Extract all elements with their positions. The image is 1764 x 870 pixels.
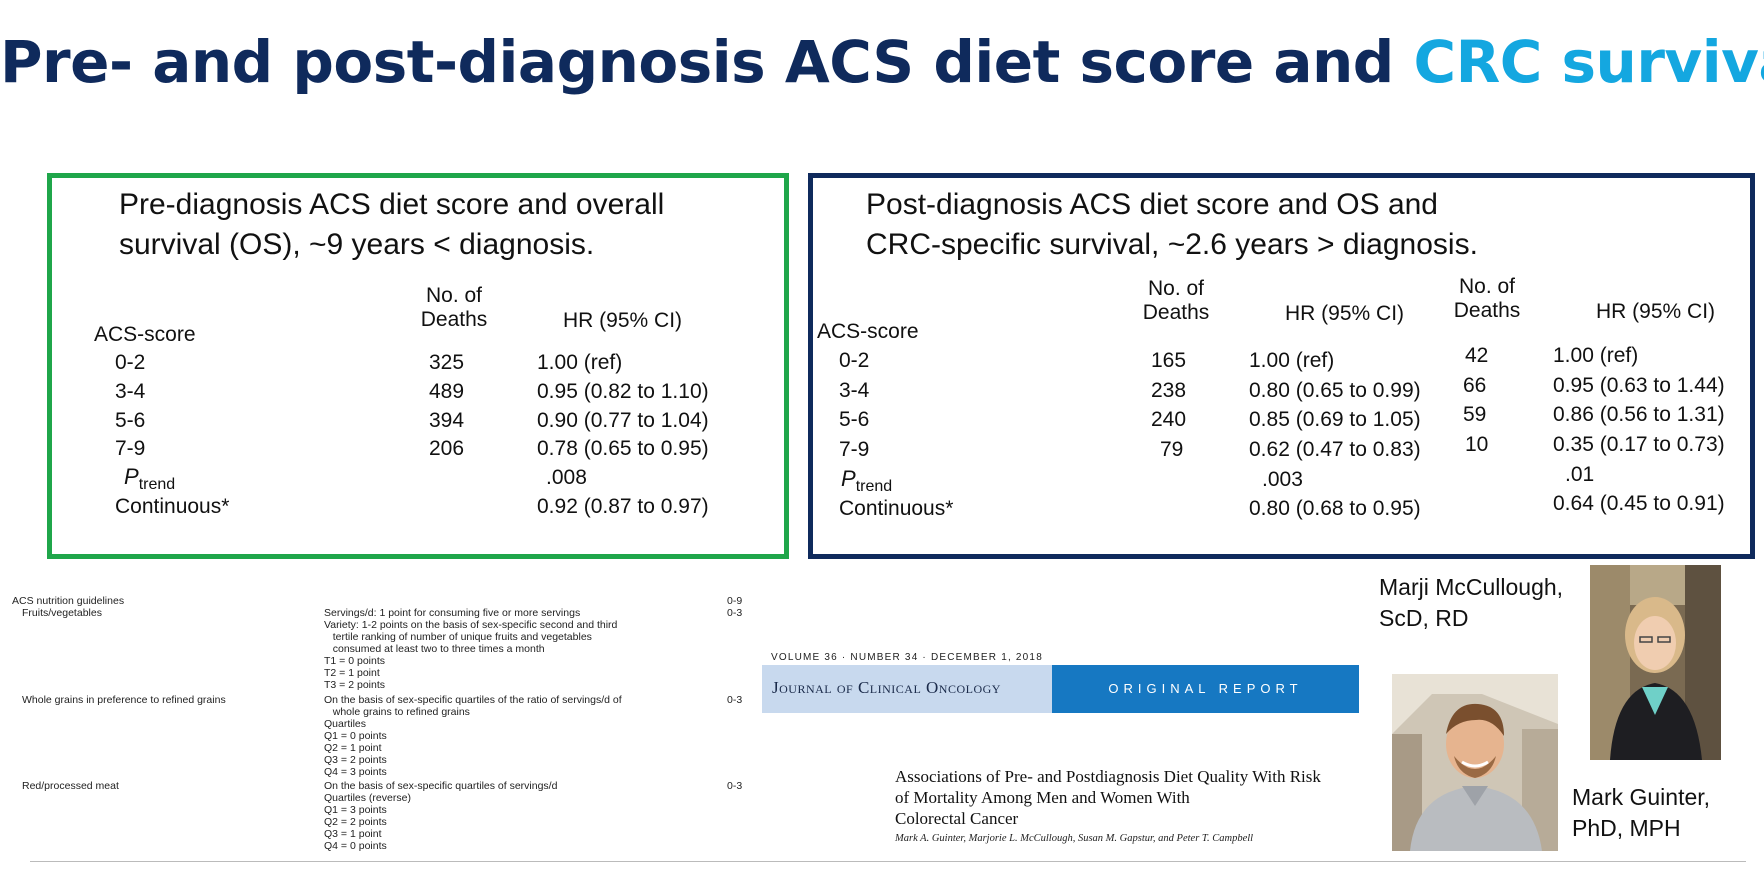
post-ptrend-os: .003 [1262,468,1303,491]
mccullough-name: Marji McCullough, ScD, RD [1379,574,1564,631]
post-row-label: 7-9 [839,438,870,461]
guideline-line: Quartiles [324,718,367,730]
guideline-points: 0-3 [727,694,743,706]
guideline-name: Fruits/vegetables [22,607,102,619]
guideline-line: Servings/d: 1 point for consuming five o… [324,607,581,619]
guideline-line: whole grains to refined grains [324,706,470,718]
pre-col-hr-header: HR (95% CI) [563,309,683,332]
post-row-deaths-os: 238 [1151,379,1187,402]
pre-row-deaths: 325 [429,351,465,374]
guideline-line: Q3 = 1 point [324,828,382,840]
post-row-hr-crc: 0.95 (0.63 to 1.44) [1553,374,1725,397]
post-os-hr-header: HR (95% CI) [1285,302,1405,325]
guideline-line: T3 = 2 points [324,679,385,691]
post-ptrend-label: Ptrend [841,466,893,496]
guideline-line: T2 = 1 point [324,667,380,679]
post-row-hr-crc: 0.35 (0.17 to 0.73) [1553,433,1725,456]
journal-banner-right: ORIGINAL REPORT [1052,665,1359,713]
guidelines-header: ACS nutrition guidelines [12,595,125,607]
guinter-photo [1392,674,1558,851]
guinter-name: Mark Guinter, PhD, MPH [1572,784,1711,841]
guideline-points: 0-3 [727,607,743,619]
post-row-hr-crc: 0.86 (0.56 to 1.31) [1553,403,1725,426]
article-title: Associations of Pre- and Postdiagnosis D… [895,767,1321,828]
post-row-hr-os: 0.85 (0.69 to 1.05) [1249,408,1421,431]
post-crc-deaths-header: No. of Deaths [1453,275,1521,322]
pre-row-deaths: 489 [429,380,465,403]
post-ptrend-crc: .01 [1565,463,1595,486]
guideline-line: tertile ranking of number of unique frui… [324,631,592,643]
pre-heading-line2: survival (OS), ~9 years < diagnosis. [119,228,595,261]
guideline-name: Whole grains in preference to refined gr… [22,694,226,706]
pre-row-label: 7-9 [115,437,146,460]
post-row-label: 0-2 [839,349,870,372]
guideline-line: Q3 = 2 points [324,754,387,766]
slide-title-accent: CRC survival [1413,28,1764,96]
pre-row-deaths: 206 [429,437,465,460]
post-row-deaths-os: 165 [1151,349,1187,372]
pre-row-hr: 1.00 (ref) [537,351,623,374]
pre-row-hr: 0.90 (0.77 to 1.04) [537,409,709,432]
post-row-deaths-crc: 59 [1463,403,1487,426]
article-authors: Mark A. Guinter, Marjorie L. McCullough,… [895,833,1254,844]
pre-row-header: ACS-score [94,323,196,346]
pre-ptrend-label: Ptrend [124,464,176,494]
pre-row-label: 5-6 [115,409,146,432]
post-row-label: 5-6 [839,408,870,431]
post-diagnosis-panel [808,173,1755,559]
post-row-hr-crc: 1.00 (ref) [1553,344,1639,367]
journal-volume-line: VOLUME 36 · NUMBER 34 · DECEMBER 1, 2018 [771,652,1043,663]
guideline-name: Red/processed meat [22,780,119,792]
guideline-line: On the basis of sex-specific quartiles o… [324,780,558,792]
post-row-label: 3-4 [839,379,870,402]
pre-row-hr: 0.78 (0.65 to 0.95) [537,437,709,460]
post-heading-line1: Post-diagnosis ACS diet score and OS and [866,188,1438,221]
post-os-deaths-header: No. of Deaths [1142,277,1210,324]
guideline-line: Q1 = 0 points [324,730,387,742]
pre-diagnosis-panel [47,173,789,559]
bottom-divider [30,861,1746,862]
guideline-line: Variety: 1-2 points on the basis of sex-… [324,619,618,631]
slide-title-main: Pre- and post-diagnosis ACS diet score a… [0,28,1414,96]
journal-banner-left: Journal of Clinical Oncology [762,665,1052,713]
post-continuous-os: 0.80 (0.68 to 0.95) [1249,497,1421,520]
guideline-line: Q2 = 1 point [324,742,382,754]
post-row-hr-os: 0.80 (0.65 to 0.99) [1249,379,1421,402]
post-row-deaths-crc: 42 [1465,344,1489,367]
pre-continuous-hr: 0.92 (0.87 to 0.97) [537,495,709,518]
post-row-deaths-crc: 66 [1463,374,1487,397]
report-type: ORIGINAL REPORT [1108,681,1303,696]
slide-title: Pre- and post-diagnosis ACS diet score a… [0,28,1764,96]
pre-row-label: 3-4 [115,380,146,403]
post-row-hr-os: 0.62 (0.47 to 0.83) [1249,438,1421,461]
pre-row-hr: 0.95 (0.82 to 1.10) [537,380,709,403]
pre-continuous-label: Continuous* [115,495,230,518]
pre-col-deaths-header: No. of Deaths [420,284,488,331]
guideline-line: On the basis of sex-specific quartiles o… [324,694,622,706]
guideline-line: Quartiles (reverse) [324,792,411,804]
guideline-line: Q1 = 3 points [324,804,387,816]
guideline-line: consumed at least two to three times a m… [324,643,545,655]
pre-row-deaths: 394 [429,409,465,432]
pre-ptrend-value: .008 [546,466,587,489]
post-row-deaths-crc: 10 [1465,433,1489,456]
post-continuous-label: Continuous* [839,497,954,520]
pre-row-label: 0-2 [115,351,146,374]
guidelines-header-points: 0-9 [727,595,743,607]
post-row-hr-os: 1.00 (ref) [1249,349,1335,372]
pre-heading-line1: Pre-diagnosis ACS diet score and overall [119,188,665,221]
mccullough-photo [1590,565,1721,760]
post-continuous-crc: 0.64 (0.45 to 0.91) [1553,492,1725,515]
post-row-deaths-os: 240 [1151,408,1187,431]
post-crc-hr-header: HR (95% CI) [1596,300,1716,323]
guideline-points: 0-3 [727,780,743,792]
post-row-header: ACS-score [817,320,919,343]
journal-name: Journal of Clinical Oncology [772,678,1001,697]
post-heading-line2: CRC-specific survival, ~2.6 years > diag… [866,228,1478,261]
guideline-line: T1 = 0 points [324,655,385,667]
guideline-line: Q4 = 3 points [324,766,387,778]
guideline-line: Q2 = 2 points [324,816,387,828]
guideline-line: Q4 = 0 points [324,840,387,852]
post-row-deaths-os: 79 [1160,438,1184,461]
